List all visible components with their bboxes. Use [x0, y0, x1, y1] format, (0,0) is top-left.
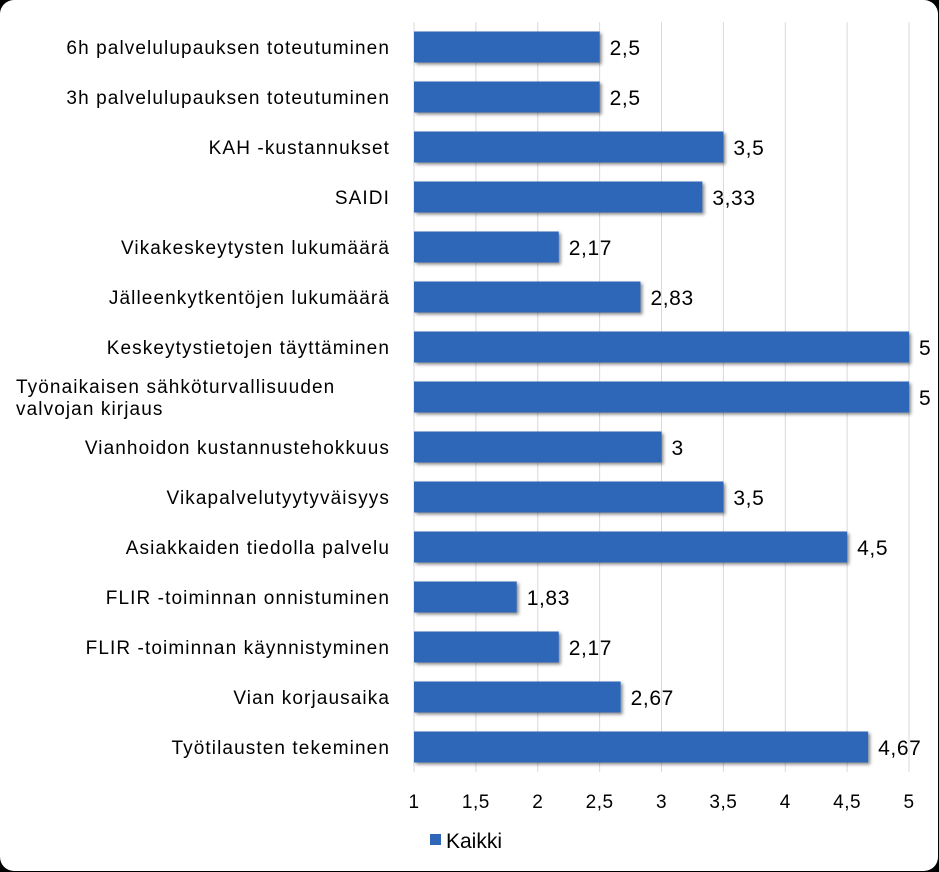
x-tick-label-2: 2: [532, 792, 543, 813]
legend-label-kaikki: Kaikki: [446, 830, 502, 853]
value-label-3h-palvelulupauksen-toteutuminen: 2,5: [610, 87, 641, 110]
category-label-asiakkaiden-tiedolla-palvelu: Asiakkaiden tiedolla palvelu: [126, 538, 390, 559]
category-label-flir-toiminnan-kaynnistyminen: FLIR -toiminnan käynnistyminen: [86, 638, 390, 659]
legend-swatch-kaikki: [430, 834, 441, 845]
bar-keskeytystietojen-tayttaminen: [414, 331, 909, 363]
x-tick-label-4: 3: [656, 792, 667, 813]
category-label-flir-toiminnan-onnistuminen: FLIR -toiminnan onnistuminen: [106, 588, 390, 609]
value-label-keskeytystietojen-tayttaminen: 5: [919, 337, 931, 360]
category-label-jalleenkytkentojen-lukumaara: Jälleenkytkentöjen lukumäärä: [109, 288, 390, 309]
value-label-tyotilausten-tekeminen: 4,67: [878, 737, 921, 760]
category-label-3h-palvelulupauksen-toteutuminen: 3h palvelulupauksen toteutuminen: [66, 88, 390, 109]
value-label-asiakkaiden-tiedolla-palvelu: 4,5: [857, 537, 888, 560]
bar-asiakkaiden-tiedolla-palvelu: [414, 531, 848, 563]
bar-flir-toiminnan-kaynnistyminen: [414, 631, 559, 663]
value-label-jalleenkytkentojen-lukumaara: 2,83: [650, 287, 693, 310]
value-label-saidi: 3,33: [712, 187, 755, 210]
category-label-vian-korjausaika: Vian korjausaika: [233, 688, 390, 709]
bar-6h-palvelulupauksen-toteutuminen: [414, 31, 600, 63]
x-tick-label-7: 4,5: [833, 792, 861, 813]
x-tick-label-3: 2,5: [586, 792, 614, 813]
bar-flir-toiminnan-onnistuminen: [414, 581, 517, 613]
value-label-vikapalvelutyytyvaisyys: 3,5: [733, 487, 764, 510]
x-tick-label-1: 1,5: [462, 792, 490, 813]
category-label-kah-kustannukset: KAH -kustannukset: [209, 138, 390, 159]
value-label-vikakeskeytysten-lukumaara: 2,17: [569, 237, 612, 260]
x-axis-ticks: 1 1,5 2 2,5 3 3,5 4 4,5 5: [408, 792, 914, 813]
bar-vikapalvelutyytyvaisyys: [414, 481, 724, 513]
bar-vian-korjausaika: [414, 681, 621, 713]
x-tick-label-8: 5: [903, 792, 914, 813]
category-labels: 6h palvelulupauksen toteutuminen 3h palve…: [16, 38, 390, 759]
value-label-kah-kustannukset: 3,5: [733, 137, 764, 160]
bar-saidi: [414, 181, 703, 213]
bar-vikakeskeytysten-lukumaara: [414, 231, 559, 263]
category-label-vikakeskeytysten-lukumaara: Vikakeskeytysten lukumäärä: [121, 238, 390, 259]
category-label-keskeytystietojen-tayttaminen: Keskeytystietojen täyttäminen: [107, 338, 390, 359]
category-label-vianhoidon-kustannustehokkuus: Vianhoidon kustannustehokkuus: [85, 438, 390, 459]
x-tick-label-0: 1: [408, 792, 419, 813]
category-label-vikapalvelutyytyvaisyys: Vikapalvelutyytyväisyys: [167, 488, 390, 509]
bars: [414, 31, 909, 763]
value-label-6h-palvelulupauksen-toteutuminen: 2,5: [610, 37, 641, 60]
value-labels: 2,5 2,5 3,5 3,33 2,17 2,83 5 5 3 3,5 4,5 1,83 2,17 2,…: [527, 37, 931, 760]
x-tick-label-6: 4: [780, 792, 791, 813]
bar-tyonaikaisen-sahkoturvallisuuden-valvojan-kirjaus: [414, 381, 909, 413]
bar-3h-palvelulupauksen-toteutuminen: [414, 81, 600, 113]
bar-vianhoidon-kustannustehokkuus: [414, 431, 662, 463]
value-label-flir-toiminnan-kaynnistyminen: 2,17: [569, 637, 612, 660]
bar-kah-kustannukset: [414, 131, 724, 163]
value-label-flir-toiminnan-onnistuminen: 1,83: [527, 587, 570, 610]
category-label-saidi: SAIDI: [335, 188, 390, 209]
value-label-vianhoidon-kustannustehokkuus: 3: [672, 437, 684, 460]
bar-tyotilausten-tekeminen: [414, 731, 869, 763]
bar-jalleenkytkentojen-lukumaara: [414, 281, 641, 313]
category-label-tyonaikaisen-sahkoturvallisuuden-valvojan-kirjaus: Työnaikaisen sähköturvallisuuden valvojan…: [16, 377, 335, 420]
category-label-tyotilausten-tekeminen: Työtilausten tekeminen: [171, 738, 390, 759]
value-label-tyonaikaisen-sahkoturvallisuuden-valvojan-kirjaus: 5: [919, 387, 931, 410]
category-label-6h-palvelulupauksen-toteutuminen: 6h palvelulupauksen toteutuminen: [66, 38, 390, 59]
value-label-vian-korjausaika: 2,67: [631, 687, 674, 710]
x-tick-label-5: 3,5: [709, 792, 737, 813]
legend: Kaikki: [430, 830, 502, 853]
